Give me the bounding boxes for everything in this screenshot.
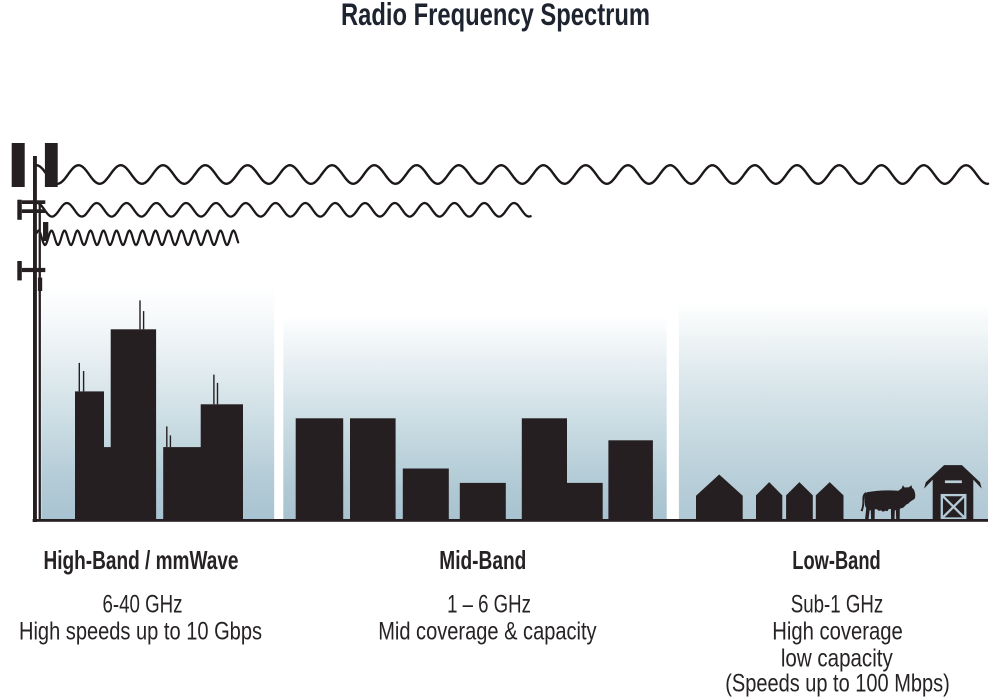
svg-text:Sub-1 GHz: Sub-1 GHz bbox=[791, 591, 883, 619]
svg-text:Radio Frequency Spectrum: Radio Frequency Spectrum bbox=[341, 0, 650, 32]
svg-text:High-Band / mmWave: High-Band / mmWave bbox=[44, 545, 239, 575]
svg-text:High speeds up to 10 Gbps: High speeds up to 10 Gbps bbox=[19, 618, 262, 646]
svg-text:low capacity: low capacity bbox=[781, 645, 893, 673]
svg-text:6-40 GHz: 6-40 GHz bbox=[103, 591, 183, 619]
svg-text:Mid-Band: Mid-Band bbox=[439, 545, 526, 575]
svg-text:Low-Band: Low-Band bbox=[792, 545, 880, 575]
svg-text:Mid coverage & capacity: Mid coverage & capacity bbox=[378, 618, 597, 646]
svg-text:1 – 6 GHz: 1 – 6 GHz bbox=[447, 591, 531, 619]
svg-text:(Speeds up to 100 Mbps): (Speeds up to 100 Mbps) bbox=[725, 670, 950, 698]
svg-text:High coverage: High coverage bbox=[772, 618, 903, 646]
